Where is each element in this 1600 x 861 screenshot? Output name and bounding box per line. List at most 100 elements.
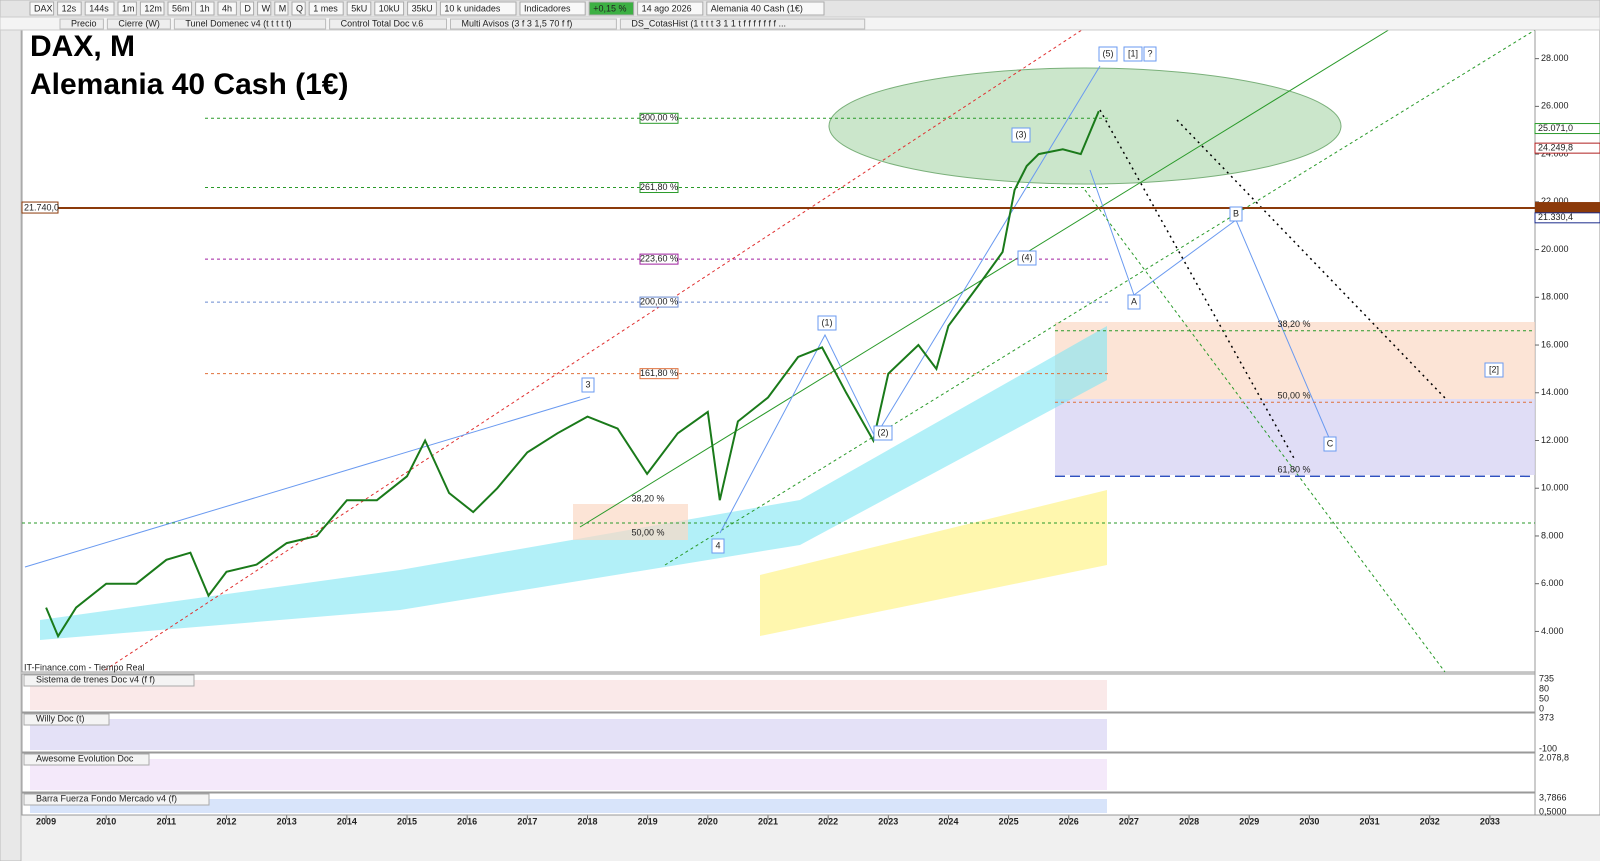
fib-label: 223,60 %	[640, 253, 678, 263]
fib-tag	[639, 296, 679, 308]
toolbar-button[interactable]	[308, 1, 344, 16]
panel-name: Willy Doc (t)	[36, 713, 85, 723]
x-tick-label: 2021	[758, 816, 778, 826]
study-chip[interactable]	[59, 18, 104, 30]
retracement-label: 61,80 %	[1277, 465, 1310, 475]
study-chip[interactable]	[329, 18, 448, 30]
panel-axis-label: 2.078,8	[1539, 752, 1569, 762]
level-tag	[1535, 202, 1600, 214]
panel-name: Awesome Evolution Doc	[36, 753, 134, 763]
x-tick-label: 2017	[517, 816, 537, 826]
toolbar-button[interactable]	[29, 1, 55, 16]
zone-violet	[1055, 399, 1535, 475]
fib-label: 300,00 %	[640, 113, 678, 123]
toolbar-label: M	[279, 3, 287, 13]
wave-box	[873, 425, 893, 441]
x-tick-label: 2022	[818, 816, 838, 826]
study-chip[interactable]	[106, 18, 171, 30]
wave-label: A	[1131, 296, 1137, 306]
y-tick-label: 26.000	[1541, 101, 1569, 111]
toolbar-button[interactable]	[407, 1, 437, 16]
wave-box	[1127, 294, 1141, 310]
toolbar-button[interactable]	[195, 1, 215, 16]
trend-line	[24, 396, 591, 568]
y-tick-label: 16.000	[1541, 339, 1569, 349]
panel-axis-label: 0,5000	[1539, 806, 1567, 816]
target-zone	[828, 67, 1342, 185]
indicator-band	[30, 680, 1107, 710]
y-tick-label: 14.000	[1541, 387, 1569, 397]
price-label: 25.071,0	[1538, 123, 1573, 133]
x-tick-label: 2015	[397, 816, 417, 826]
wave-label: 3	[585, 379, 590, 389]
x-tick-label: 2025	[999, 816, 1019, 826]
wave-label: ?	[1147, 48, 1152, 58]
level-label: 21.740,0	[24, 202, 59, 212]
study-label: Precio	[71, 18, 97, 28]
toolbar-button[interactable]	[274, 1, 289, 16]
wave-label: B	[1233, 208, 1239, 218]
low-fib-label: 50,00 %	[631, 527, 664, 537]
x-tick-label: 2020	[698, 816, 718, 826]
zone-orange	[1055, 322, 1535, 399]
indicator-band	[30, 759, 1107, 790]
toolbar-label: 14 ago 2026	[642, 3, 692, 13]
indicator-band	[30, 799, 1107, 813]
toolbar-button[interactable]	[588, 1, 635, 16]
x-tick-label: 2018	[577, 816, 597, 826]
toolbar-button[interactable]	[117, 1, 137, 16]
y-tick-label: 18.000	[1541, 292, 1569, 302]
toolbar-button[interactable]	[239, 1, 255, 16]
panel-name: Sistema de trenes Doc v4 (f f)	[36, 674, 155, 684]
level-tag	[21, 201, 59, 214]
price-axis	[1534, 29, 1600, 816]
trend-line	[1084, 189, 1446, 673]
toolbar-button[interactable]	[217, 1, 237, 16]
study-label: Tunel Domenec v4 (t t t t t)	[185, 18, 291, 28]
wave-label: (1)	[822, 317, 833, 327]
low-fib-label: 38,20 %	[631, 493, 664, 503]
toolbar-button[interactable]	[57, 1, 82, 16]
toolbar-button[interactable]	[706, 1, 825, 16]
toolbar-button[interactable]	[167, 1, 193, 16]
trend-line	[579, 0, 1439, 528]
fib-tag	[639, 253, 679, 265]
toolbar-label: 4h	[222, 3, 232, 13]
indicator-band	[30, 719, 1107, 750]
toolbar-button[interactable]	[84, 1, 115, 16]
fib-label: 261,80 %	[640, 182, 678, 192]
study-label: Multi Avisos (3 f 3 1,5 70 f f)	[462, 18, 573, 28]
toolbar-button[interactable]	[637, 1, 704, 16]
price-tag	[1534, 142, 1600, 154]
toolbar-button[interactable]	[291, 1, 306, 16]
study-label: Control Total Doc v.6	[341, 18, 424, 28]
toolbar-button[interactable]	[519, 1, 586, 16]
toolbar-button[interactable]	[139, 1, 165, 16]
toolbar-label: 1h	[200, 3, 210, 13]
toolbar-button[interactable]	[439, 1, 517, 16]
chart-title: DAX, M	[30, 30, 135, 63]
x-tick-label: 2013	[277, 816, 297, 826]
wave-box	[1323, 436, 1337, 452]
trend-line	[664, 29, 1536, 566]
y-tick-label: 20.000	[1541, 244, 1569, 254]
toolbar-label: Indicadores	[524, 3, 571, 13]
y-tick-label: 12.000	[1541, 435, 1569, 445]
toolbar-label: 56m	[172, 3, 190, 13]
projection-arrow	[1099, 109, 1296, 461]
x-tick-label: 2016	[457, 816, 477, 826]
study-chip[interactable]	[173, 18, 327, 30]
panel-axis-label: -100	[1539, 743, 1557, 753]
toolbar-button[interactable]	[374, 1, 405, 16]
study-chip[interactable]	[450, 18, 617, 30]
channel-cyan	[40, 326, 1107, 640]
toolbar-button[interactable]	[346, 1, 372, 16]
y-tick-label: 28.000	[1541, 53, 1569, 63]
x-tick-label: 2014	[337, 816, 357, 826]
toolbar-button[interactable]	[257, 1, 272, 16]
wave-label: (4)	[1022, 252, 1033, 262]
zone-small	[573, 504, 688, 540]
toolbar-label: 12s	[62, 3, 77, 13]
retracement-label: 50,00 %	[1277, 391, 1310, 401]
study-chip[interactable]	[619, 18, 866, 30]
